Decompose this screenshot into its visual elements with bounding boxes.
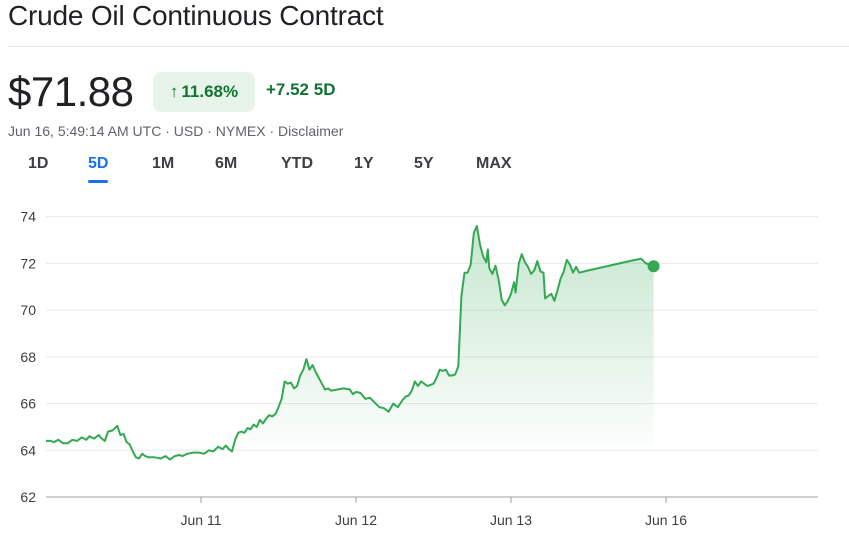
y-tick-label: 68 <box>20 349 36 365</box>
x-tick-label: Jun 16 <box>645 512 687 528</box>
price-chart[interactable]: 62 64 66 68 70 72 74 Jun 11 Jun 12 Jun 13 Jun 16 <box>0 195 849 543</box>
chart-gridlines <box>46 216 818 451</box>
price-line <box>46 225 655 461</box>
meta-separator: · <box>265 123 279 139</box>
x-tick-label: Jun 13 <box>490 512 532 528</box>
page-title: Crude Oil Continuous Contract <box>8 0 384 31</box>
tab-1y[interactable]: 1Y <box>354 155 374 172</box>
header-divider <box>8 46 849 47</box>
y-tick-label: 62 <box>20 489 36 505</box>
quote-exchange: NYMEX <box>215 123 266 139</box>
y-tick-label: 72 <box>20 255 36 271</box>
range-tabs: 1D 5D 1M 6M YTD 1Y 5Y MAX <box>0 155 560 185</box>
quote-currency: USD <box>173 123 204 139</box>
active-tab-indicator <box>88 180 109 183</box>
arrow-up-icon: ↑ <box>169 82 179 101</box>
y-tick-label: 66 <box>20 396 36 412</box>
meta-separator: · <box>203 123 216 139</box>
price-area <box>46 226 654 460</box>
last-price-dot <box>647 260 660 273</box>
tab-5d[interactable]: 5D <box>88 155 109 183</box>
percent-change-badge: ↑ 11.68% <box>153 72 255 112</box>
y-tick-label: 74 <box>20 209 36 225</box>
tab-1m[interactable]: 1M <box>152 155 175 172</box>
quote-meta: Jun 16, 5:49:14 AM UTC · USD · NYMEX · D… <box>8 123 343 139</box>
tab-5y[interactable]: 5Y <box>414 155 434 172</box>
quote-timestamp: Jun 16, 5:49:14 AM UTC <box>8 123 162 139</box>
tab-max[interactable]: MAX <box>476 155 512 172</box>
meta-separator: · <box>161 123 174 139</box>
x-tick-label: Jun 11 <box>181 512 222 528</box>
percent-change-value: 11.68% <box>181 82 239 101</box>
absolute-change: +7.52 5D <box>266 80 336 99</box>
tab-1d[interactable]: 1D <box>28 155 49 172</box>
x-axis-ticks: Jun 11 Jun 12 Jun 13 Jun 16 <box>181 497 687 528</box>
y-tick-label: 64 <box>20 442 36 458</box>
y-tick-label: 70 <box>20 302 36 318</box>
current-price: $71.88 <box>8 68 134 115</box>
y-axis-labels: 62 64 66 68 70 72 74 <box>20 209 36 505</box>
tab-6m[interactable]: 6M <box>215 155 238 172</box>
tab-ytd[interactable]: YTD <box>281 155 313 172</box>
x-tick-label: Jun 12 <box>335 512 377 528</box>
disclaimer-link[interactable]: Disclaimer <box>278 123 344 139</box>
